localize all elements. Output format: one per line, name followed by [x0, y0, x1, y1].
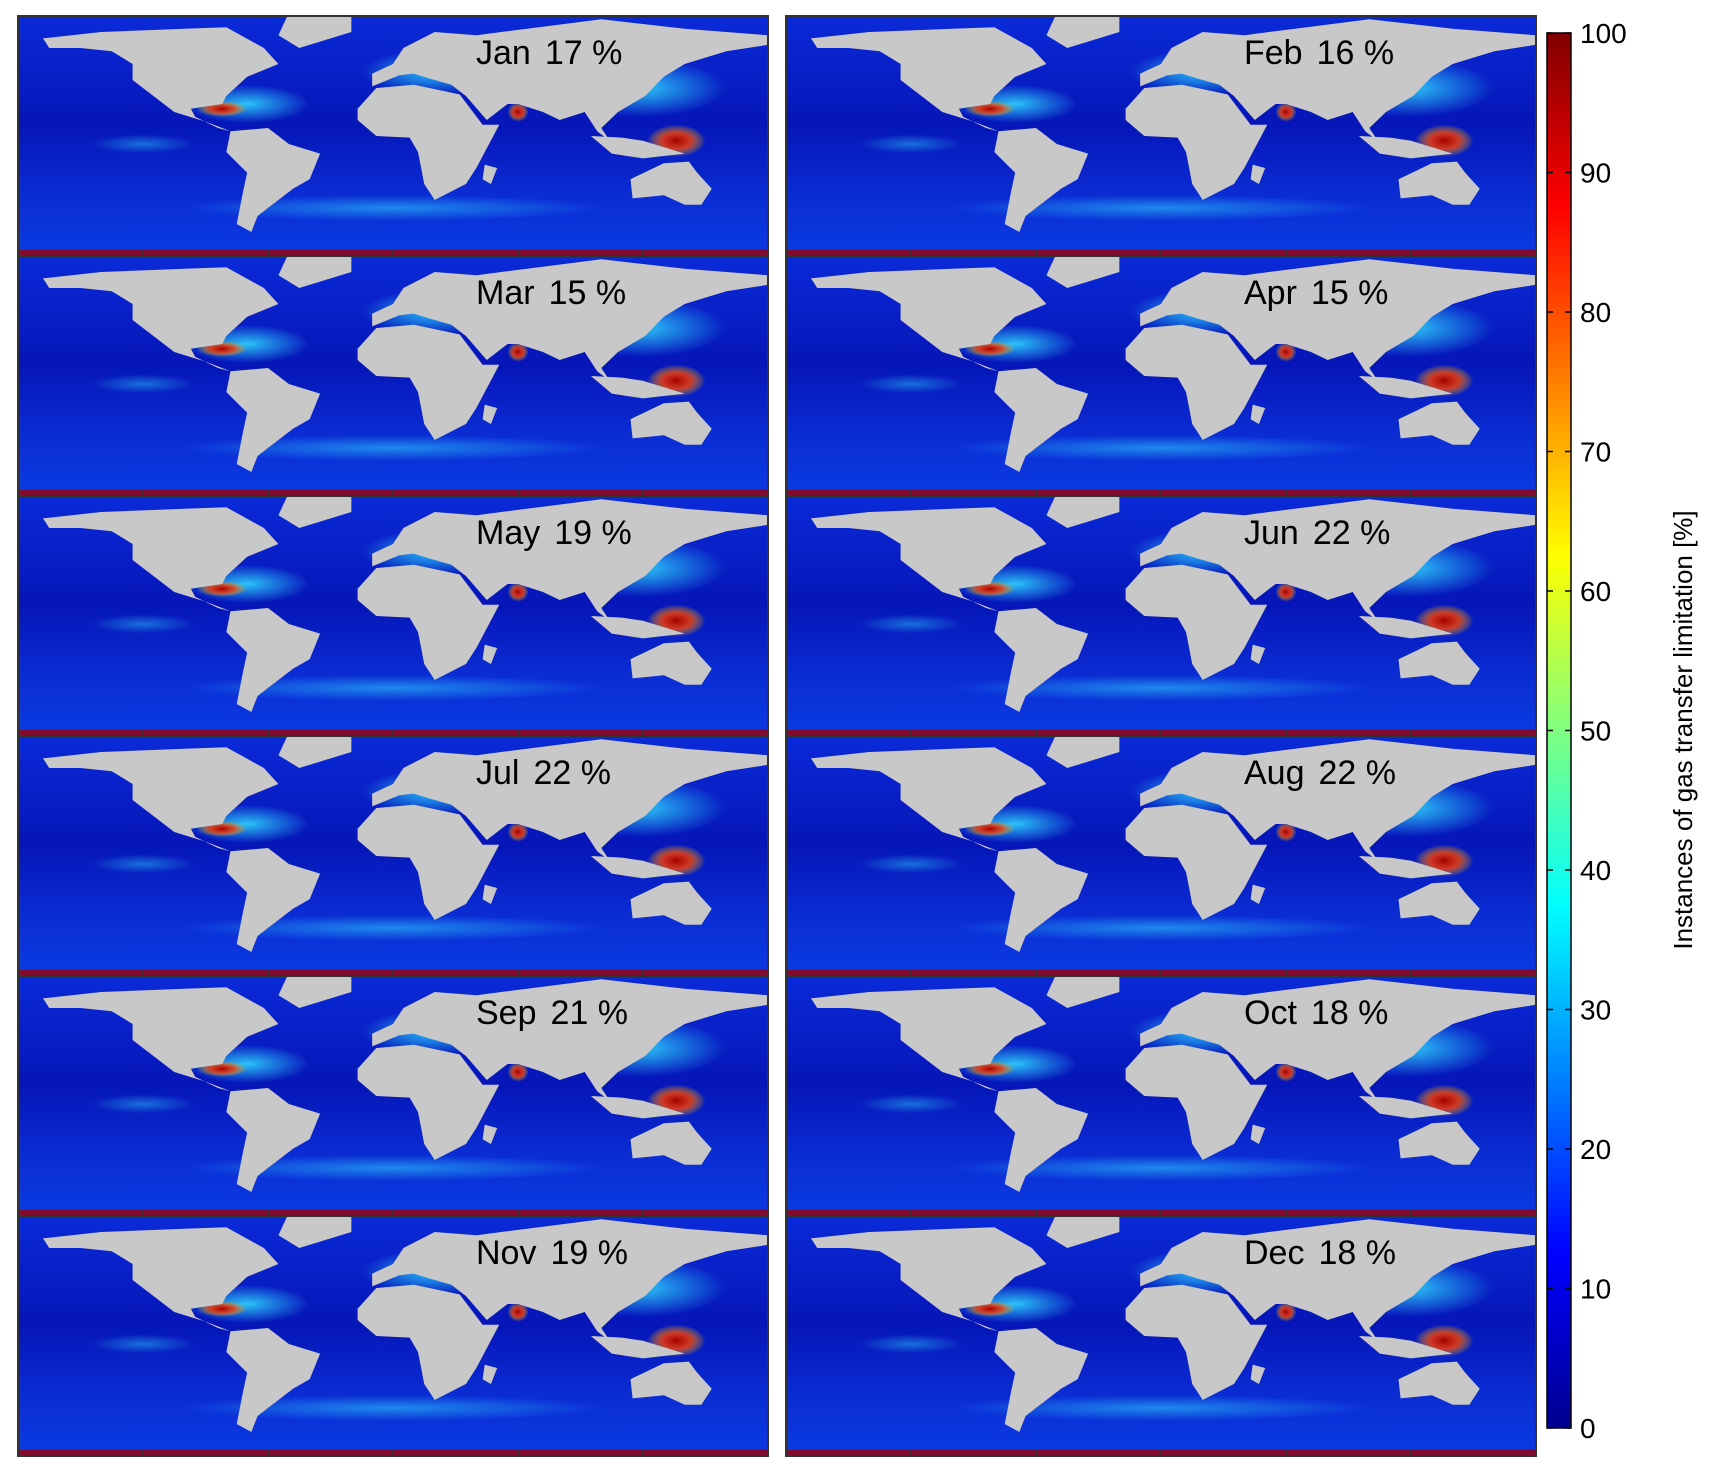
share: 22 % [533, 754, 611, 792]
share: 18 % [1318, 1234, 1396, 1272]
map-panel: Mar 15 % [17, 255, 769, 497]
month: Jul [476, 754, 519, 792]
world-map [18, 976, 768, 1216]
panel-grid: Jan 17 % Feb 16 % Mar 15 % Apr 15 % May 19 % Jun 22… [17, 15, 1537, 1457]
colorbar: Instances of gas transfer limitation [%]… [1546, 18, 1698, 1444]
colorbar-tick-label: 70 [1580, 437, 1611, 468]
map-panel: Feb 16 % [785, 15, 1537, 257]
world-map [18, 736, 768, 976]
colorbar-tick-label: 100 [1580, 18, 1627, 49]
panel-label: Jun 22 % [1244, 514, 1390, 552]
panel-label: Mar 15 % [476, 274, 626, 312]
month: Oct [1244, 994, 1297, 1032]
world-map [786, 16, 1536, 256]
colorbar-tick-label: 90 [1580, 158, 1611, 189]
world-map [786, 496, 1536, 736]
month: Mar [476, 274, 535, 312]
colorbar-tick-label: 20 [1580, 1134, 1611, 1165]
map-panel: Oct 18 % [785, 975, 1537, 1217]
world-map [786, 736, 1536, 976]
month: Jan [476, 34, 531, 72]
map-panel: Jan 17 % [17, 15, 769, 257]
panel-label: Aug 22 % [1244, 754, 1396, 792]
month: Feb [1244, 34, 1303, 72]
colorbar-tick-label: 60 [1580, 576, 1611, 607]
share: 22 % [1313, 514, 1391, 552]
world-map [18, 496, 768, 736]
month: May [476, 514, 540, 552]
panel-label: Dec 18 % [1244, 1234, 1396, 1272]
month: Jun [1244, 514, 1299, 552]
world-map [18, 1216, 768, 1456]
colorbar-tick-label: 30 [1580, 995, 1611, 1026]
panel-label: May 19 % [476, 514, 632, 552]
month: Dec [1244, 1234, 1304, 1272]
share: 19 % [550, 1234, 628, 1272]
share: 15 % [1311, 274, 1389, 312]
month: Nov [476, 1234, 536, 1272]
share: 21 % [551, 994, 629, 1032]
month: Aug [1244, 754, 1305, 792]
share: 15 % [549, 274, 627, 312]
map-panel: Nov 19 % [17, 1215, 769, 1457]
share: 22 % [1319, 754, 1397, 792]
world-map [18, 256, 768, 496]
colorbar-tick-label: 0 [1580, 1413, 1596, 1444]
map-panel: Apr 15 % [785, 255, 1537, 497]
panel-label: Jul 22 % [476, 754, 611, 792]
panel-label: Jan 17 % [476, 34, 622, 72]
panel-label: Apr 15 % [1244, 274, 1388, 312]
month: Sep [476, 994, 537, 1032]
colorbar-tick-label: 10 [1580, 1274, 1611, 1305]
panel-label: Oct 18 % [1244, 994, 1388, 1032]
map-panel: Aug 22 % [785, 735, 1537, 977]
share: 18 % [1311, 994, 1389, 1032]
world-map [786, 976, 1536, 1216]
share: 17 % [545, 34, 623, 72]
panel-label: Nov 19 % [476, 1234, 628, 1272]
panel-label: Sep 21 % [476, 994, 628, 1032]
month: Apr [1244, 274, 1297, 312]
share: 16 % [1317, 34, 1395, 72]
world-map [786, 1216, 1536, 1456]
share: 19 % [554, 514, 632, 552]
map-panel: Sep 21 % [17, 975, 769, 1217]
map-panel: Jun 22 % [785, 495, 1537, 737]
map-panel: Jul 22 % [17, 735, 769, 977]
map-panel: May 19 % [17, 495, 769, 737]
colorbar-tick-label: 80 [1580, 297, 1611, 328]
map-panel: Dec 18 % [785, 1215, 1537, 1457]
world-map [18, 16, 768, 256]
world-map [786, 256, 1536, 496]
panel-label: Feb 16 % [1244, 34, 1394, 72]
colorbar-tick-label: 50 [1580, 716, 1611, 747]
colorbar-tick-label: 40 [1580, 855, 1611, 886]
colorbar-label: Instances of gas transfer limitation [%] [1668, 510, 1698, 949]
